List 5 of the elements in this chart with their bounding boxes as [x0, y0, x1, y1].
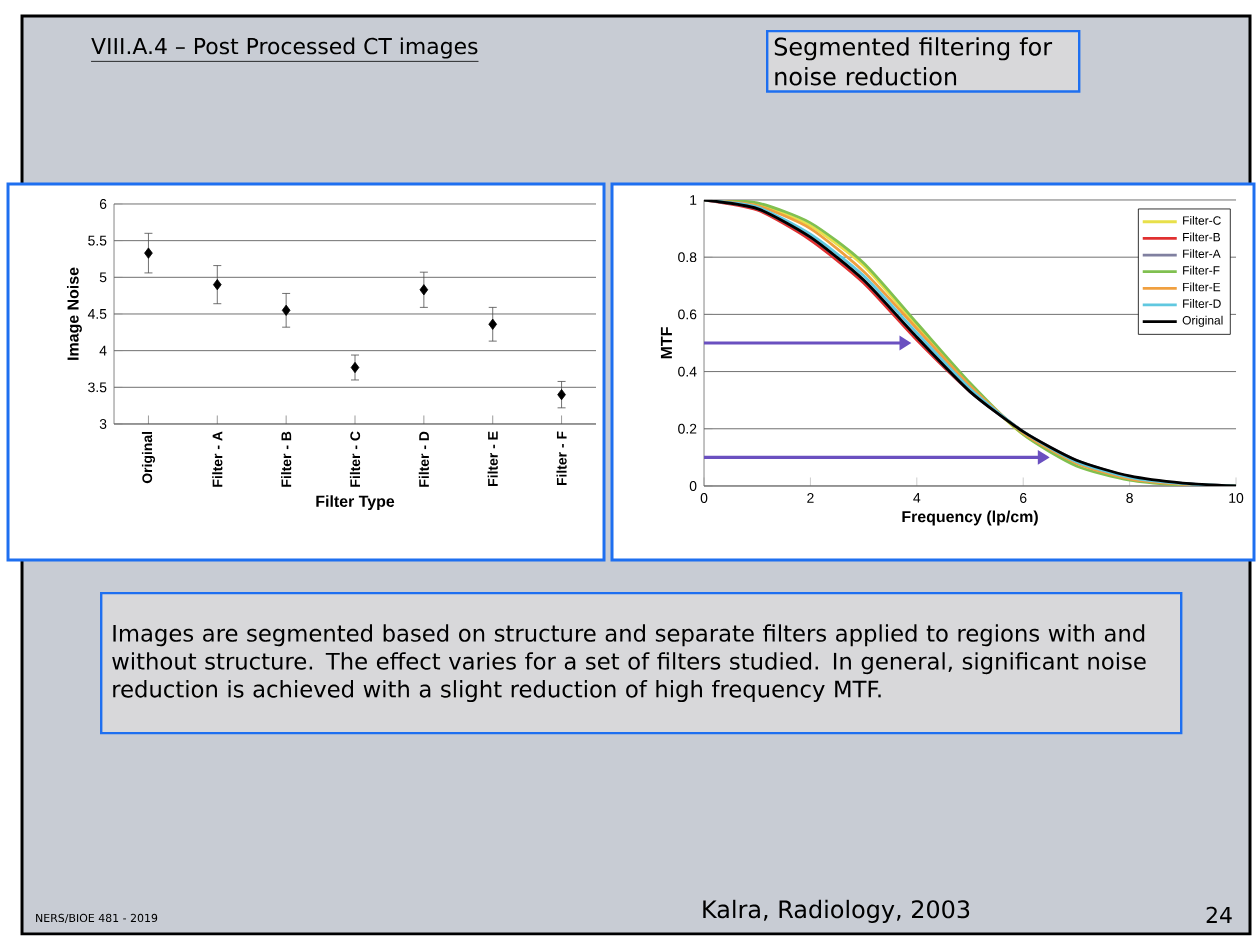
text: 24	[1206, 906, 1232, 924]
text: Kalra, Radiology, 2003	[703, 900, 970, 924]
text: Images are segmented based on structure and separate filters applied to regions with and without structure. The effect varies for a set of filters studied. In general, significant noise reduction is achieved with a slight reduction of high frequency MTF.	[112, 624, 1146, 703]
chart-title: VIII.A.4 – Post Processed CT images	[91, 37, 478, 59]
text: Segmented filtering for noise reduction	[774, 37, 1053, 86]
